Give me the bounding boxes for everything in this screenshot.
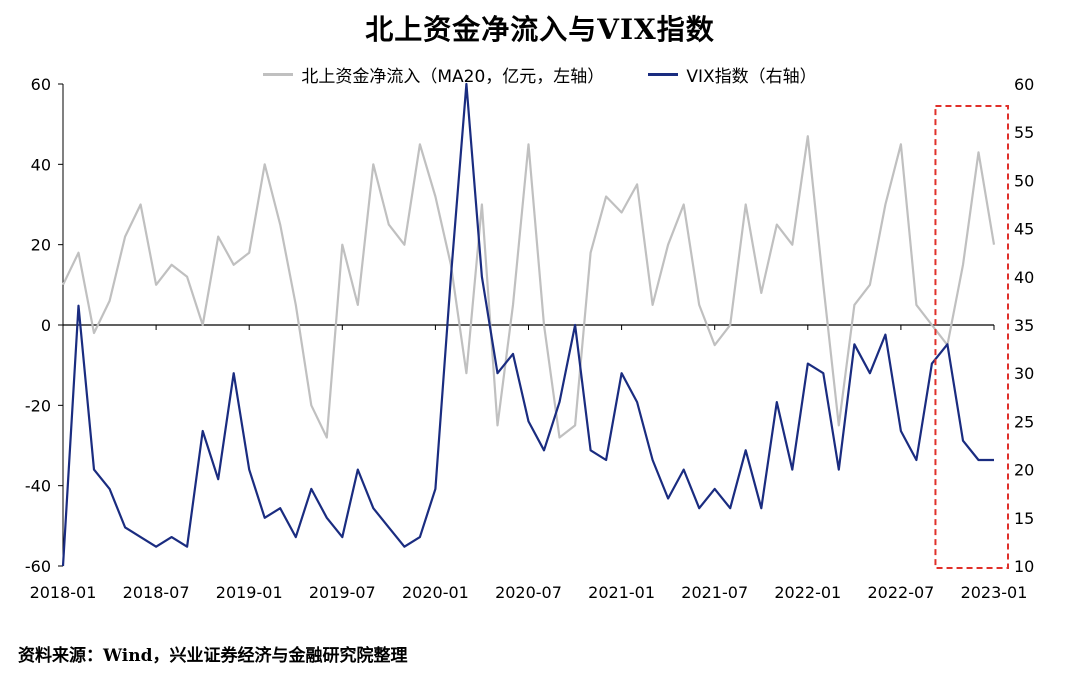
axes-layer: 60 40 20 0 -20 -40 -60 60 55 50 45 40 35 30 25 20 15 10 20… [25, 75, 1035, 602]
x-tick-label: 2021-07 [681, 583, 748, 602]
legend-item-northbound: 北上资金净流入（MA20，亿元，左轴） [263, 62, 604, 87]
highlight-layer [934, 105, 1010, 569]
series-layer [61, 82, 996, 567]
x-tick-label: 2022-01 [774, 583, 841, 602]
x-tick-label: 2018-07 [123, 583, 190, 602]
y-right-tick-label: 25 [1014, 412, 1034, 431]
x-tick-label: 2023-01 [961, 583, 1028, 602]
y-right-tick-label: 55 [1014, 123, 1034, 142]
legend-swatch-northbound [263, 73, 294, 76]
x-tick-label: 2020-07 [495, 583, 562, 602]
x-tick-label: 2019-07 [309, 583, 376, 602]
legend-label-vix: VIX指数（右轴） [686, 67, 817, 87]
y-right-tick-label: 15 [1014, 509, 1034, 528]
source-note: 资料来源：Wind，兴业证券经济与金融研究院整理 [18, 646, 408, 666]
y-left-tick-label: -20 [25, 396, 51, 415]
y-right-tick-label: 40 [1014, 268, 1034, 287]
x-tick-label: 2020-01 [402, 583, 469, 602]
y-left-tick-label: 0 [41, 316, 51, 335]
y-right-tick-label: 20 [1014, 461, 1034, 480]
y-right-tick-label: 10 [1014, 557, 1034, 576]
legend-item-vix: VIX指数（右轴） [648, 62, 817, 87]
vix-line [61, 82, 994, 567]
highlight-box [934, 105, 1010, 569]
legend-label-northbound: 北上资金净流入（MA20，亿元，左轴） [301, 67, 605, 87]
x-tick-label: 2021-01 [588, 583, 655, 602]
legend: 北上资金净流入（MA20，亿元，左轴） VIX指数（右轴） [0, 62, 1080, 87]
y-right-tick-label: 50 [1014, 171, 1034, 190]
chart-title: 北上资金净流入与VIX指数 [365, 13, 715, 46]
y-left-tick-label: 40 [31, 155, 51, 174]
y-left-tick-label: -40 [25, 477, 51, 496]
y-right-tick-label: 60 [1014, 75, 1034, 94]
legend-swatch-vix [648, 73, 679, 76]
x-tick-label: 2019-01 [216, 583, 283, 602]
y-right-tick-label: 30 [1014, 364, 1034, 383]
y-left-tick-label: -60 [25, 557, 51, 576]
y-right-tick-label: 35 [1014, 316, 1034, 335]
northbound-flow-line [62, 135, 996, 439]
x-tick-label: 2022-07 [867, 583, 934, 602]
y-left-tick-label: 60 [31, 75, 51, 94]
y-left-tick-label: 20 [31, 236, 51, 255]
y-right-tick-label: 45 [1014, 220, 1034, 239]
x-tick-label: 2018-01 [30, 583, 97, 602]
